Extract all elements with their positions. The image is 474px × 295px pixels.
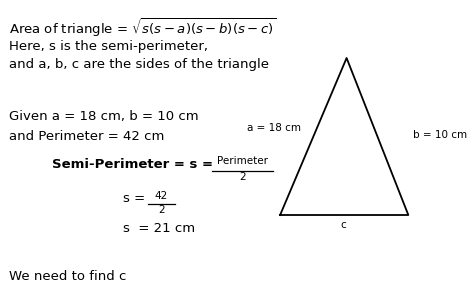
Text: Semi-Perimeter = s =: Semi-Perimeter = s = <box>52 158 213 171</box>
Text: 2: 2 <box>158 205 165 215</box>
Text: Here, s is the semi-perimeter,: Here, s is the semi-perimeter, <box>9 40 209 53</box>
Text: c: c <box>341 220 346 230</box>
Text: and Perimeter = 42 cm: and Perimeter = 42 cm <box>9 130 165 143</box>
Text: b = 10 cm: b = 10 cm <box>413 130 467 140</box>
Text: s =: s = <box>123 192 146 205</box>
Text: a = 18 cm: a = 18 cm <box>247 123 301 133</box>
Text: 2: 2 <box>239 172 246 182</box>
Text: 42: 42 <box>155 191 168 201</box>
Text: Area of triangle = $\sqrt{s(s-a)(s-b)(s-c)}$: Area of triangle = $\sqrt{s(s-a)(s-b)(s-… <box>9 16 277 39</box>
Text: and a, b, c are the sides of the triangle: and a, b, c are the sides of the triangl… <box>9 58 270 71</box>
Text: s  = 21 cm: s = 21 cm <box>123 222 196 235</box>
Text: Perimeter: Perimeter <box>217 156 268 166</box>
Text: Given a = 18 cm, b = 10 cm: Given a = 18 cm, b = 10 cm <box>9 110 199 123</box>
Text: We need to find c: We need to find c <box>9 270 127 283</box>
